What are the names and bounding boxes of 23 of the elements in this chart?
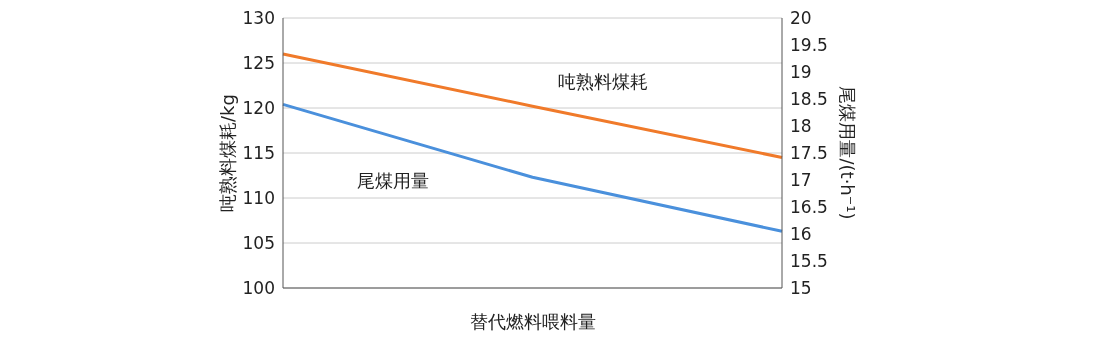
y2-tick-label: 18.5 xyxy=(790,89,828,110)
y-tick-label: 125 xyxy=(242,53,275,74)
y-tick-label: 115 xyxy=(242,143,275,164)
y2-tick-label: 15 xyxy=(790,278,812,299)
y2-tick-label: 17.5 xyxy=(790,143,828,164)
y-tick-label: 110 xyxy=(242,188,275,209)
y-tick-label: 105 xyxy=(242,233,275,254)
y2-tick-label: 19.5 xyxy=(790,35,828,56)
y2-tick-label: 20 xyxy=(790,8,812,29)
y2-tick-label: 16 xyxy=(790,224,812,245)
y-tick-label: 120 xyxy=(242,98,275,119)
y2-tick-label: 19 xyxy=(790,62,812,83)
y-tick-label: 100 xyxy=(242,278,275,299)
y2-tick-label: 16.5 xyxy=(790,197,828,218)
y2-axis-title: 尾煤用量/(t·h⁻¹) xyxy=(836,86,858,220)
y-axis-title: 吨熟料煤耗/kg xyxy=(217,94,239,212)
x-axis-title: 替代燃料喂料量 xyxy=(469,311,596,332)
series-label: 尾煤用量 xyxy=(356,170,429,192)
y2-tick-label: 17 xyxy=(790,170,812,191)
y2-tick-label: 15.5 xyxy=(790,251,828,272)
y2-tick-label: 18 xyxy=(790,116,812,137)
series-label: 吨熟料煤耗 xyxy=(557,71,648,93)
y-tick-label: 130 xyxy=(242,8,275,29)
